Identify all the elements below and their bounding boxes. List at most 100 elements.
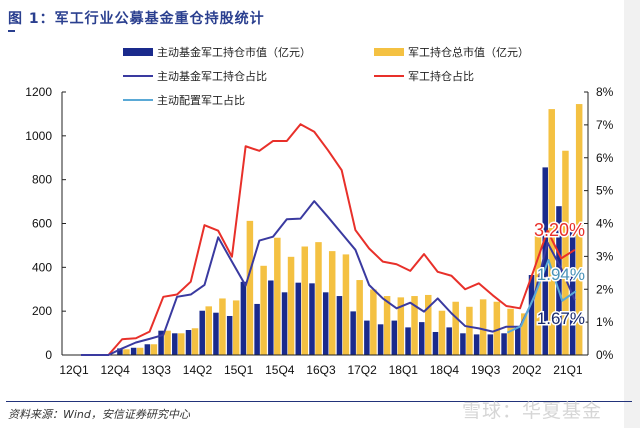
- bar-total-value: [315, 242, 322, 355]
- bar-active-value: [473, 334, 480, 355]
- line-active-allocation: [506, 258, 577, 334]
- bar-total-value: [178, 333, 185, 355]
- right-axis-tick-label: 4%: [596, 217, 614, 231]
- bar-total-value: [164, 330, 171, 355]
- right-axis-tick-label: 2%: [596, 282, 614, 296]
- x-axis-tick-label: 18Q4: [430, 363, 460, 377]
- right-axis-tick-label: 8%: [596, 85, 614, 99]
- figure-title: 图 1：军工行业公募基金重仓持股统计: [8, 11, 265, 27]
- x-axis-tick-label: 19Q3: [471, 363, 501, 377]
- bar-total-value: [534, 234, 542, 355]
- right-axis-tick-label: 1%: [596, 315, 614, 329]
- bar-total-value: [246, 220, 254, 355]
- x-axis-tick-label: 13Q3: [142, 363, 172, 377]
- bar-total-value: [191, 328, 199, 355]
- bar-total-value: [274, 237, 281, 355]
- bar-total-value: [301, 246, 309, 355]
- bar-active-value: [213, 312, 219, 355]
- left-axis-tick-label: 1200: [25, 85, 52, 99]
- x-axis-tick-label: 16Q3: [306, 363, 336, 377]
- bar-total-value: [466, 306, 473, 355]
- legend-item-total-value: 军工持仓总市值（亿元）: [374, 44, 529, 60]
- source-note: 资料来源：Wind，安信证券研究中心: [8, 408, 190, 421]
- value-annotation: 1.94%: [537, 265, 585, 284]
- bar-active-value: [130, 347, 137, 355]
- bar-active-value: [309, 283, 315, 355]
- bar-active-value: [432, 331, 439, 355]
- bar-active-value: [542, 167, 548, 355]
- x-axis-tick-label: 12Q1: [59, 363, 89, 377]
- title-underline: [8, 30, 15, 32]
- bar-total-value: [370, 289, 377, 355]
- bar-active-value: [281, 292, 288, 355]
- bar-active-value: [322, 292, 329, 355]
- bar-total-value: [356, 280, 363, 355]
- bar-active-value: [158, 330, 164, 355]
- x-axis-tick-label: 15Q4: [265, 363, 295, 377]
- bar-total-value: [123, 349, 130, 355]
- legend-swatch: [374, 75, 404, 77]
- x-axis-tick-label: 14Q2: [183, 363, 213, 377]
- bar-active-value: [226, 315, 233, 355]
- legend-label: 军工持仓占比: [408, 70, 474, 83]
- legend-swatch: [123, 75, 153, 77]
- legend-label: 主动配置军工占比: [157, 94, 245, 107]
- bar-active-value: [501, 333, 507, 355]
- bar-active-value: [460, 333, 466, 355]
- line-active-share: [81, 200, 576, 356]
- left-axis-tick-label: 1000: [25, 129, 52, 143]
- legend-item-active-share: 主动基金军工持仓占比: [123, 68, 267, 84]
- right-axis-tick-label: 0%: [596, 348, 614, 362]
- bar-total-value: [136, 347, 144, 355]
- bar-total-value: [342, 254, 350, 355]
- x-axis-tick-label: 17Q2: [347, 363, 377, 377]
- bar-active-value: [487, 334, 494, 355]
- bar-active-value: [144, 344, 151, 355]
- bar-active-value: [419, 322, 425, 355]
- right-axis-tick-label: 5%: [596, 184, 614, 198]
- x-axis-tick-label: 18Q1: [389, 363, 419, 377]
- bar-total-value: [260, 265, 267, 355]
- bar-active-value: [569, 226, 576, 355]
- bar-total-value: [493, 301, 501, 355]
- x-axis-tick-label: 21Q1: [553, 363, 583, 377]
- bar-total-value: [438, 310, 446, 355]
- bar-active-value: [185, 330, 192, 355]
- bar-total-value: [205, 306, 212, 355]
- right-axis-tick-label: 3%: [596, 249, 614, 263]
- bar-total-value: [548, 109, 555, 355]
- bar-active-value: [336, 296, 343, 355]
- page-edge: [624, 0, 640, 428]
- value-annotation: 3.20%: [534, 220, 585, 240]
- bar-total-value: [479, 299, 487, 355]
- line-total-share: [81, 123, 576, 356]
- bar-total-value: [219, 298, 226, 355]
- legend-label: 军工持仓总市值（亿元）: [408, 46, 529, 59]
- left-axis-tick-label: 800: [32, 173, 52, 187]
- bar-total-value: [562, 150, 569, 355]
- bar-active-value: [268, 280, 274, 355]
- bar-active-value: [254, 303, 260, 355]
- bar-active-value: [391, 320, 398, 355]
- bar-total-value: [575, 104, 583, 355]
- bar-total-value: [232, 300, 240, 355]
- left-axis-tick-label: 200: [32, 304, 52, 318]
- bar-total-value: [150, 344, 158, 355]
- right-axis-tick-label: 7%: [596, 118, 614, 132]
- left-axis-tick-label: 600: [32, 217, 52, 231]
- legend-item-total-share: 军工持仓占比: [374, 68, 474, 84]
- bar-active-value: [556, 206, 562, 355]
- bar-active-value: [405, 327, 411, 355]
- x-axis-tick-label: 12Q4: [100, 363, 130, 377]
- bar-active-value: [364, 320, 370, 355]
- bar-active-value: [240, 281, 247, 355]
- right-axis-tick-label: 6%: [596, 151, 614, 165]
- bar-active-value: [117, 348, 123, 355]
- legend-item-active-allocation: 主动配置军工占比: [123, 92, 245, 108]
- bar-total-value: [328, 251, 336, 355]
- footer-divider: [6, 401, 632, 402]
- bar-active-value: [515, 326, 521, 355]
- legend-item-active-value: 主动基金军工持仓市值（亿元）: [123, 44, 311, 60]
- value-annotation: 1.67%: [537, 309, 585, 328]
- bar-active-value: [350, 311, 356, 355]
